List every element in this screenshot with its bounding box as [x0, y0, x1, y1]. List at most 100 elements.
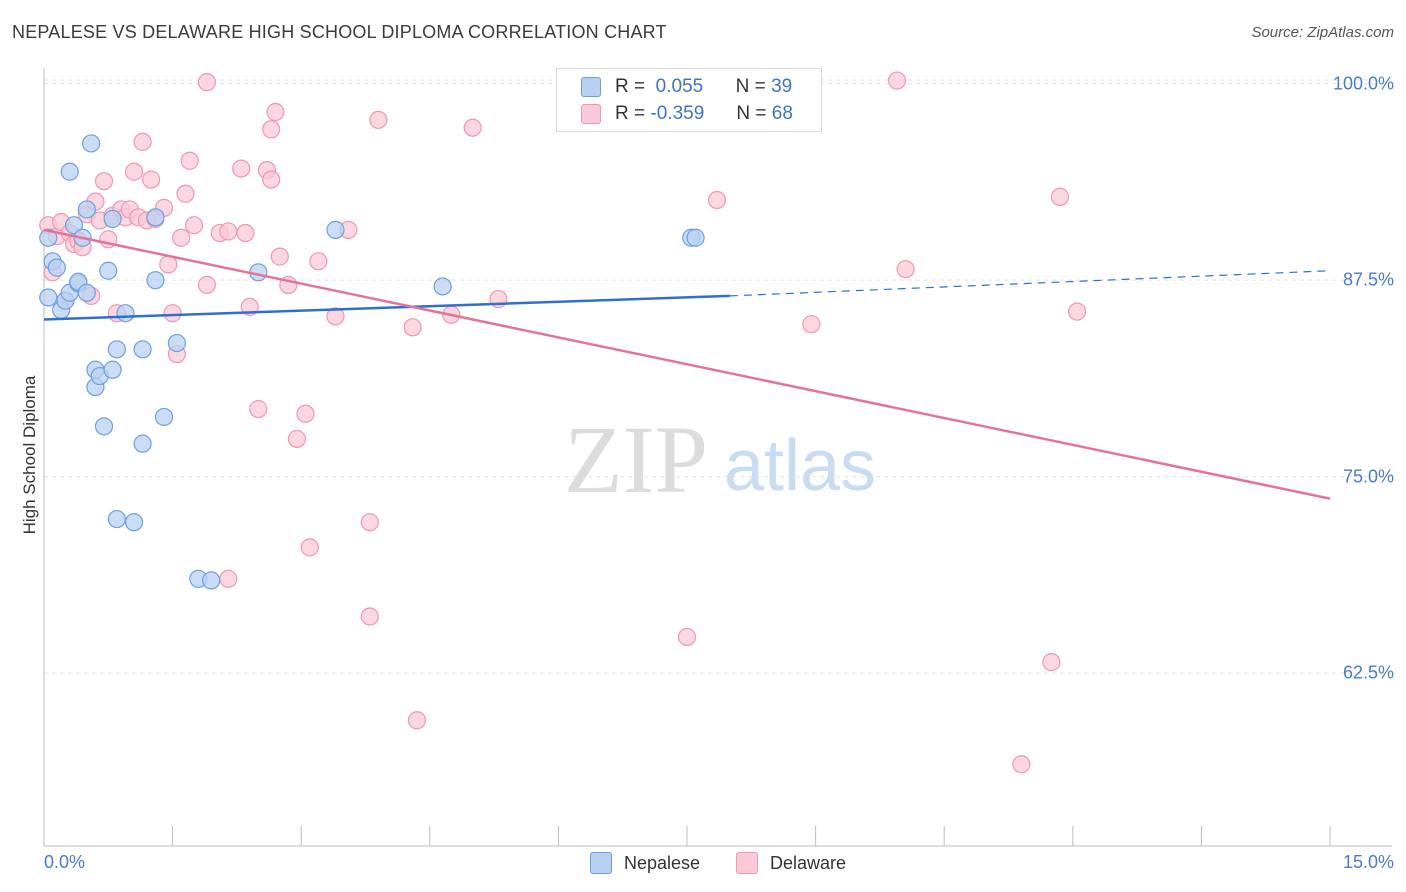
legend-row-nepalese: R = 0.055 N = 39 — [581, 75, 792, 99]
y-tick-label: 100.0% — [1332, 73, 1394, 94]
nepalese-point — [107, 340, 126, 359]
delaware-point — [300, 538, 319, 557]
delaware-point — [896, 260, 915, 279]
n-value: 39 — [771, 76, 793, 97]
r-value: -0.359 — [650, 103, 705, 124]
r-label: R = — [615, 103, 646, 124]
legend-row-delaware: R = -0.359 N = 68 — [581, 102, 793, 126]
nepalese-point — [103, 209, 122, 228]
nepalese-point — [433, 277, 452, 296]
nepalese-point — [39, 288, 58, 307]
y-tick-label: 87.5% — [1342, 269, 1394, 290]
delaware-point — [707, 190, 727, 210]
delaware-point — [296, 404, 315, 423]
source-label: Source: ZipAtlas.com — [1251, 24, 1394, 41]
delaware-point — [180, 151, 199, 170]
nepalese-point — [326, 220, 345, 239]
nepalese-point — [39, 228, 58, 247]
nepalese-point — [77, 283, 96, 302]
delaware-point — [262, 170, 281, 189]
delaware-point — [266, 102, 285, 122]
chart-title: NEPALESE VS DELAWARE HIGH SCHOOL DIPLOMA… — [12, 22, 667, 42]
n-label: N = — [736, 103, 767, 124]
nepalese-point — [99, 261, 118, 280]
watermark-zip: ZIP — [564, 406, 708, 513]
delaware-point — [802, 315, 821, 334]
delaware-trend-line — [43, 228, 1331, 500]
nepalese-point — [77, 200, 96, 219]
delaware-point — [124, 162, 144, 181]
delaware-point — [197, 275, 216, 294]
nepalese-point — [60, 162, 79, 181]
x-tick-max: 15.0% — [1342, 852, 1394, 872]
delaware-point — [326, 307, 345, 326]
nepalese-point — [116, 304, 135, 323]
nepalese-point — [686, 228, 705, 247]
delaware-point — [309, 252, 328, 271]
nepalese-trend-line — [43, 294, 730, 321]
delaware-point — [360, 607, 379, 626]
delaware-point — [1050, 187, 1070, 206]
legend-item-nepalese[interactable]: Nepalese — [590, 852, 700, 874]
delaware-point — [287, 429, 307, 449]
delaware-point — [677, 627, 697, 647]
trend-lines — [43, 228, 1331, 500]
nepalese-point — [146, 271, 165, 290]
delaware-point — [1067, 302, 1087, 321]
nepalese-point — [82, 134, 101, 153]
nepalese-point — [94, 417, 114, 436]
delaware-point — [369, 110, 388, 129]
nepalese-trend-extension — [729, 270, 1331, 297]
delaware-point — [270, 247, 289, 266]
delaware-point — [249, 399, 268, 419]
delaware-point — [403, 318, 422, 337]
delaware-point — [407, 711, 427, 730]
delaware-points — [39, 71, 1087, 774]
y-tick-label: 75.0% — [1342, 466, 1394, 487]
delaware-point — [236, 223, 255, 243]
axes — [43, 68, 1392, 847]
nepalese-point — [133, 434, 152, 453]
legend-item-delaware[interactable]: Delaware — [736, 852, 846, 874]
delaware-swatch — [736, 852, 758, 874]
delaware-point — [262, 120, 281, 139]
n-value: 68 — [771, 103, 793, 124]
delaware-point — [176, 184, 195, 203]
nepalese-point — [133, 340, 152, 359]
delaware-point — [159, 255, 178, 274]
delaware-point — [219, 569, 238, 588]
nepalese-points — [39, 134, 705, 590]
nepalese-point — [154, 407, 174, 427]
delaware-point — [219, 222, 238, 241]
nepalese-point — [47, 258, 66, 277]
delaware-point — [184, 216, 204, 235]
nepalese-point — [103, 360, 122, 379]
nepalese-swatch — [590, 852, 612, 874]
delaware-point — [172, 228, 191, 247]
delaware-point — [1042, 653, 1061, 672]
correlation-legend: R = 0.055 N = 39 R = -0.359 N = 68 — [556, 68, 822, 132]
nepalese-point — [202, 571, 221, 590]
delaware-point — [142, 170, 161, 189]
nepalese-point — [107, 509, 126, 529]
legend-label-delaware: Delaware — [770, 852, 847, 873]
nepalese-point — [146, 208, 165, 227]
delaware-swatch — [581, 104, 601, 124]
nepalese-point — [167, 333, 186, 353]
delaware-point — [163, 304, 182, 323]
watermark: ZIP atlas — [564, 406, 876, 513]
delaware-point — [887, 71, 907, 90]
nepalese-point — [124, 513, 144, 532]
nepalese-point — [64, 216, 84, 235]
legend-label-nepalese: Nepalese — [624, 852, 701, 873]
watermark-atlas: atlas — [724, 426, 876, 506]
delaware-point — [133, 132, 152, 151]
r-label: R = — [615, 76, 646, 97]
delaware-point — [197, 73, 216, 92]
n-label: N = — [735, 76, 766, 97]
nepalese-swatch — [581, 77, 601, 97]
x-tick-min: 0.0% — [44, 852, 86, 872]
r-value: 0.055 — [655, 76, 704, 97]
delaware-point — [94, 172, 114, 191]
